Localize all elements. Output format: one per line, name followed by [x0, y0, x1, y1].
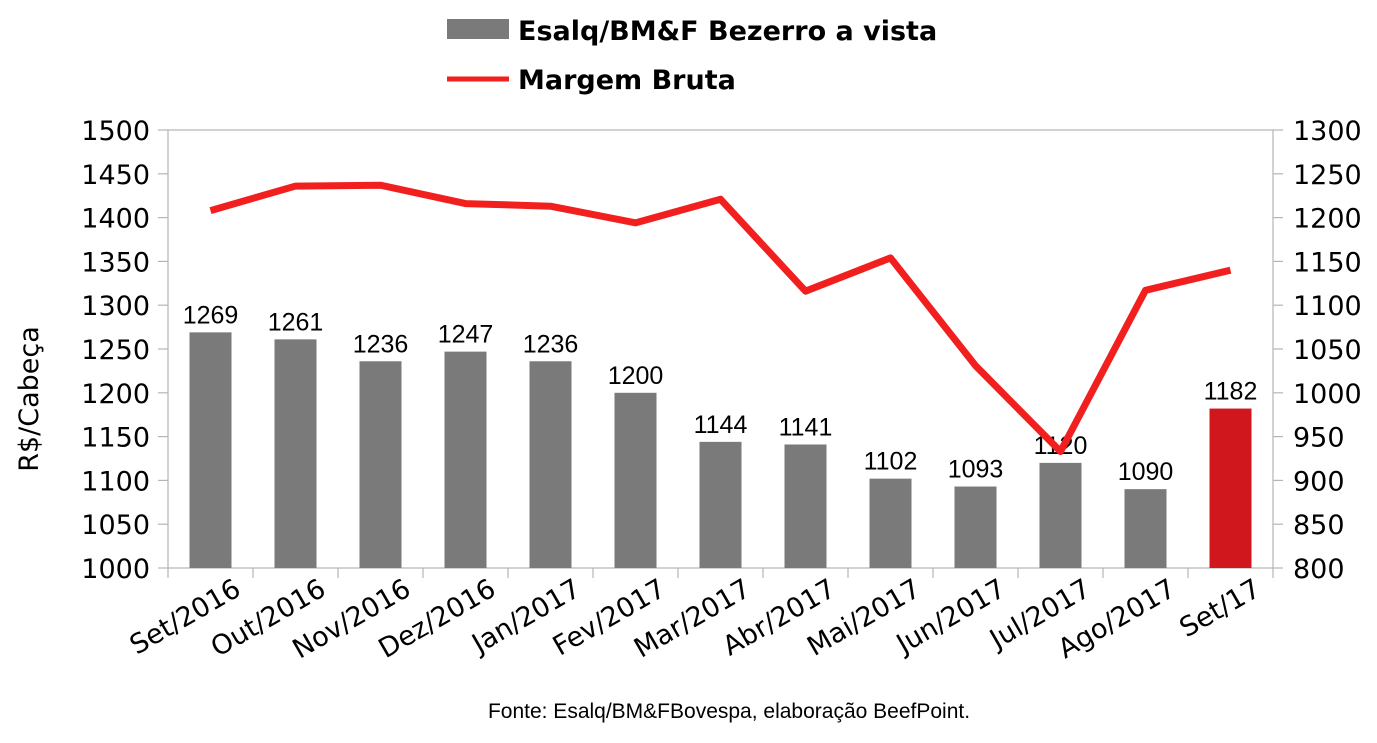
bar	[359, 361, 402, 568]
bar-data-label: 1236	[523, 330, 579, 358]
bar	[614, 392, 657, 568]
x-tick-label: Set/17	[1174, 573, 1266, 644]
y-left-tick-label: 1400	[81, 204, 150, 235]
y-left-tick-label: 1300	[81, 291, 150, 322]
y-left-tick-label: 1100	[81, 466, 150, 497]
y-right-tick-label: 900	[1293, 466, 1345, 497]
bar	[274, 339, 317, 568]
y-right-tick-label: 950	[1293, 423, 1345, 454]
legend-bar-label: Esalq/BM&F Bezerro a vista	[518, 16, 937, 47]
y-right-tick-label: 1150	[1293, 247, 1362, 278]
y-left-tick-label: 1000	[81, 554, 150, 585]
bar	[784, 444, 827, 568]
y-left-tick-label: 1450	[81, 160, 150, 191]
y-right-tick-label: 1050	[1293, 335, 1362, 366]
y-left-tick-label: 1150	[81, 423, 150, 454]
bar	[1124, 489, 1167, 568]
bar-data-label: 1144	[694, 411, 748, 439]
bar-data-label: 1200	[608, 362, 664, 390]
bar-data-label: 1141	[779, 413, 833, 441]
bar-data-label: 1090	[1118, 458, 1174, 486]
bar-data-label: 1236	[353, 330, 409, 358]
legend: Esalq/BM&F Bezerro a vista Margem Bruta	[447, 16, 937, 96]
y-axis-right: 800 850 900 950 1000 1050 1100 1150 1200 1250 1300	[1273, 116, 1362, 585]
y-axis-left: 1000 1050 1100 1150 1200 1250 1300 1350 1400 1450…	[81, 116, 168, 585]
y-left-tick-label: 1250	[81, 335, 150, 366]
y-left-tick-label: 1350	[81, 247, 150, 278]
y-right-tick-label: 1100	[1293, 291, 1362, 322]
bar-data-label: 1261	[268, 308, 324, 336]
bar-data-label: 1182	[1204, 378, 1258, 406]
y-right-tick-label: 800	[1293, 554, 1345, 585]
bar	[699, 441, 742, 568]
legend-line-label: Margem Bruta	[518, 65, 736, 96]
bar-series	[189, 332, 1252, 568]
y-right-tick-label: 1000	[1293, 379, 1362, 410]
legend-bar-swatch	[447, 19, 509, 39]
source-note: Fonte: Esalq/BM&FBovespa, elaboração Bee…	[488, 700, 970, 723]
y-axis-title: R$/Cabeça	[14, 326, 45, 472]
bar	[444, 351, 487, 568]
bar	[1209, 408, 1252, 568]
y-right-tick-label: 1250	[1293, 160, 1362, 191]
y-left-tick-label: 1200	[81, 379, 150, 410]
bar	[954, 486, 997, 568]
bar	[1039, 462, 1082, 568]
bar	[869, 478, 912, 568]
bar-data-label: 1247	[438, 321, 494, 349]
bar-data-label: 1269	[183, 301, 239, 329]
bar-data-label: 1102	[864, 448, 918, 476]
bar-data-labels: 1269 1261 1236 1247 1236 1200 1144 1141 1102 1093…	[183, 301, 1258, 486]
y-left-tick-label: 1500	[81, 116, 150, 147]
bar	[529, 361, 572, 568]
y-right-tick-label: 1300	[1293, 116, 1362, 147]
x-axis: Set/2016Out/2016Nov/2016Dez/2016Jan/2017…	[125, 568, 1274, 665]
bar-data-label: 1093	[948, 456, 1004, 484]
y-left-tick-label: 1050	[81, 510, 150, 541]
line-series	[209, 181, 1232, 455]
y-right-tick-label: 850	[1293, 510, 1345, 541]
y-right-tick-label: 1200	[1293, 204, 1362, 235]
bar	[189, 332, 232, 568]
